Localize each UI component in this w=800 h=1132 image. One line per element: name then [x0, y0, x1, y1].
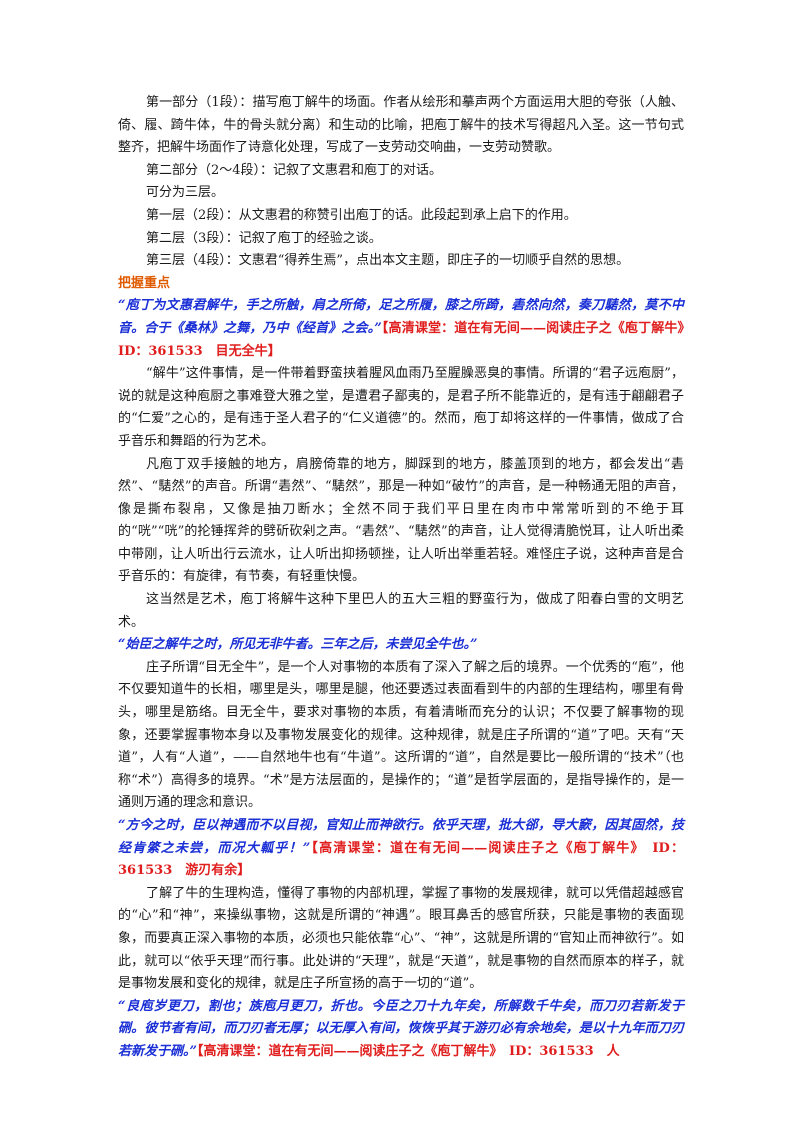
summary-layer2: 第二层（3段）：记叙了庖丁的经验之谈。 — [146, 230, 382, 246]
lesson-reference: 【高清课堂：道在有无间——阅读庄子之《庖丁解牛》 ID：361533 游刃有余】 — [118, 840, 684, 879]
quote-text: “方今之时，臣以神遇而不以目视，官知止而神欲行。依乎天理，批大郤，导大窾，因其固… — [118, 818, 684, 856]
summary-part2: 第二部分（2～4段）：记叙了文惠君和庖丁的对话。 — [146, 162, 443, 178]
document-page: 第一部分（1段）：描写庖丁解牛的场面。作者从绘形和摹声两个方面运用大胆的夸张（人… — [118, 92, 697, 1064]
commentary-paragraph: “解牛”这件事情，是一件带着野蛮挟着腥风血雨乃至腥臊恶臭的事情。所谓的“君子远庖… — [118, 366, 684, 449]
summary-part1: 第一部分（1段）：描写庖丁解牛的场面。作者从绘形和摹声两个方面运用大胆的夸张（人… — [118, 95, 684, 156]
section-3-quote: “方今之时，臣以神遇而不以目视，官知止而神欲行。依乎天理，批大郤，导大窾，因其固… — [118, 815, 684, 883]
quote-text: “良庖岁更刀，割也；族庖月更刀，折也。今臣之刀十九年矣，所解数千牛矣，而刀刃若新… — [118, 998, 684, 1059]
summary-layer1: 第一层（2段）：从文惠君的称赞引出庖丁的话。此段起到承上启下的作用。 — [146, 207, 577, 223]
commentary-paragraph: 凡庖丁双手接触的地方，肩膀倚靠的地方，脚踩到的地方，膝盖顶到的地方，都会发出“砉… — [118, 456, 684, 585]
summary-layer3: 第三层（4段）：文惠君“得养生焉”，点出本文主题，即庄子的一切顺乎自然的思想。 — [146, 253, 630, 269]
section-4-quote: “良庖岁更刀，割也；族庖月更刀，折也。今臣之刀十九年矣，所解数千牛矣，而刀刃若新… — [118, 996, 684, 1064]
commentary-paragraph: 庄子所谓“目无全牛”，是一个人对事物的本质有了深入了解之后的境界。一个优秀的“庖… — [118, 659, 684, 811]
commentary-paragraph: 了解了牛的生理构造，懂得了事物的内部机理，掌握了事物的发展规律，就可以凭借超越感… — [118, 885, 684, 992]
commentary-paragraph: 这当然是艺术，庖丁将解牛这种下里巴人的五大三粗的野蛮行为，做成了阳春白雪的文明艺… — [118, 592, 684, 630]
quote-text: “庖丁为文惠君解牛，手之所触，肩之所倚，足之所履，膝之所踦，砉然向然，奏刀騞然，… — [118, 298, 684, 336]
section-2-quote: “始臣之解牛之时，所见无非牛者。三年之后，未尝见全牛也。” — [118, 634, 684, 657]
section-1-quote: “庖丁为文惠君解牛，手之所触，肩之所倚，足之所履，膝之所踦，砉然向然，奏刀騞然，… — [118, 295, 697, 363]
quote-text: “始臣之解牛之时，所见无非牛者。三年之后，未尝见全牛也。” — [118, 637, 478, 653]
lesson-reference: 【高清课堂：道在有无间——阅读庄子之《庖丁解牛》 ID：361533 目无全牛】 — [118, 320, 698, 359]
lesson-reference: 【高清课堂：道在有无间——阅读庄子之《庖丁解牛》 ID：361533 人 — [196, 1043, 620, 1059]
key-points-heading: 把握重点 — [118, 275, 171, 291]
summary-layers-intro: 可分为三层。 — [146, 185, 225, 201]
